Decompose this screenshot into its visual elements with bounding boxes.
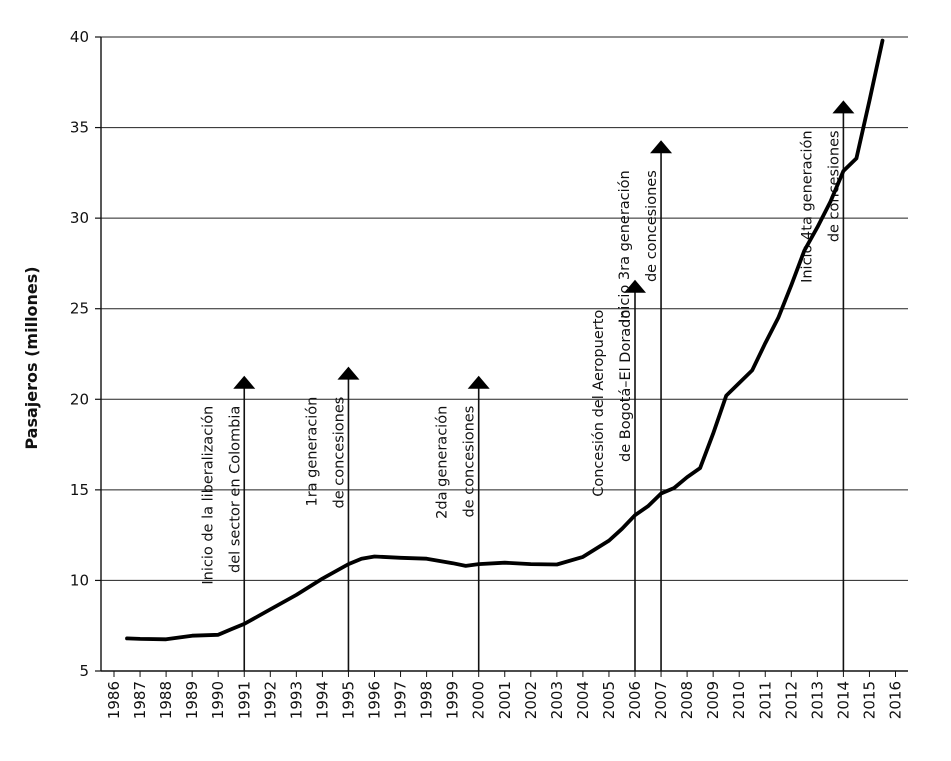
- x-tick-label: 1991: [235, 681, 253, 719]
- x-tick-label: 2016: [887, 681, 905, 719]
- annotation-label: de concesiones: [331, 397, 347, 509]
- x-tick-label: 2000: [470, 681, 488, 719]
- x-tick-label: 2007: [652, 681, 670, 719]
- y-tick-label: 35: [70, 119, 89, 137]
- y-tick-label: 25: [70, 300, 89, 318]
- x-tick-label: 2015: [860, 681, 878, 719]
- annotation-arrows: Inicio de la liberalización del sector en…: [200, 100, 855, 671]
- x-tick-label: 1990: [209, 681, 227, 719]
- annotation-arrowhead: [233, 375, 256, 389]
- y-axis-label: Pasajeros (millones): [22, 266, 41, 449]
- x-tick-label: 2014: [834, 681, 852, 719]
- x-tick-label: 1999: [444, 681, 462, 719]
- x-tick-label: 2008: [678, 681, 696, 719]
- annotation-arrowhead: [832, 100, 855, 114]
- annotation-label: de Bogotá–El Dorado: [618, 310, 634, 462]
- x-tick-label: 1987: [131, 681, 149, 719]
- y-tick-label: 20: [70, 390, 89, 408]
- y-tick-label: 40: [70, 28, 89, 46]
- y-tick-label: 15: [70, 481, 89, 499]
- annotation-arrowhead: [467, 375, 490, 389]
- x-tick-label: 2006: [626, 681, 644, 719]
- x-tick-label: 1995: [339, 681, 357, 719]
- x-tick-label: 1989: [183, 681, 201, 719]
- series-line: [125, 38, 885, 642]
- x-tick-labels: 1986 1987 1988 1989 1990 1991 1992 1993 1994 1995…: [105, 671, 905, 719]
- annotation-label: de concesiones: [826, 130, 842, 242]
- grid-lines: [101, 36, 908, 581]
- x-tick-label: 1988: [157, 681, 175, 719]
- y-tick-labels: 5 10 15 20 25 30 35 40: [70, 28, 101, 680]
- annotation-arrowhead: [650, 140, 673, 154]
- annotation-label: Inicio de la liberalización: [200, 406, 216, 585]
- y-tick-label: 10: [70, 571, 89, 589]
- x-tick-label: 2010: [730, 681, 748, 719]
- annotation-label: 2da generación: [435, 406, 451, 519]
- x-tick-label: 2005: [600, 681, 618, 719]
- x-tick-label: 1996: [366, 681, 384, 719]
- axes: [100, 37, 908, 672]
- annotation-arrowhead: [337, 366, 360, 380]
- annotation-label: Concesión del Aeropuerto: [591, 310, 607, 497]
- x-tick-label: 2009: [704, 681, 722, 719]
- x-tick-label: 1986: [105, 681, 123, 719]
- y-tick-label: 5: [79, 662, 89, 680]
- annotation-label: Inicio 3ra generación: [617, 170, 633, 323]
- x-tick-label: 1992: [261, 681, 279, 719]
- annotation-label: 1ra generación: [304, 397, 320, 507]
- annotation-label: de concesiones: [462, 406, 478, 518]
- x-tick-label: 2002: [522, 681, 540, 719]
- x-tick-label: 1998: [418, 681, 436, 719]
- x-tick-label: 1997: [392, 681, 410, 719]
- y-tick-label: 30: [70, 209, 89, 227]
- x-tick-label: 2012: [782, 681, 800, 719]
- x-tick-label: 2011: [756, 681, 774, 719]
- annotation-arrowhead: [624, 279, 646, 293]
- x-tick-label: 2013: [808, 681, 826, 719]
- x-tick-label: 2003: [548, 681, 566, 719]
- annotation-label: Inicio 4ta generación: [799, 130, 815, 283]
- annotation-label: del sector en Colombia: [227, 406, 243, 573]
- x-tick-label: 1993: [287, 681, 305, 719]
- x-tick-label: 2001: [496, 681, 514, 719]
- series-layer: [125, 38, 885, 642]
- x-tick-label: 1994: [313, 681, 331, 719]
- x-tick-label: 2004: [574, 681, 592, 719]
- annotation-label: de concesiones: [644, 170, 660, 282]
